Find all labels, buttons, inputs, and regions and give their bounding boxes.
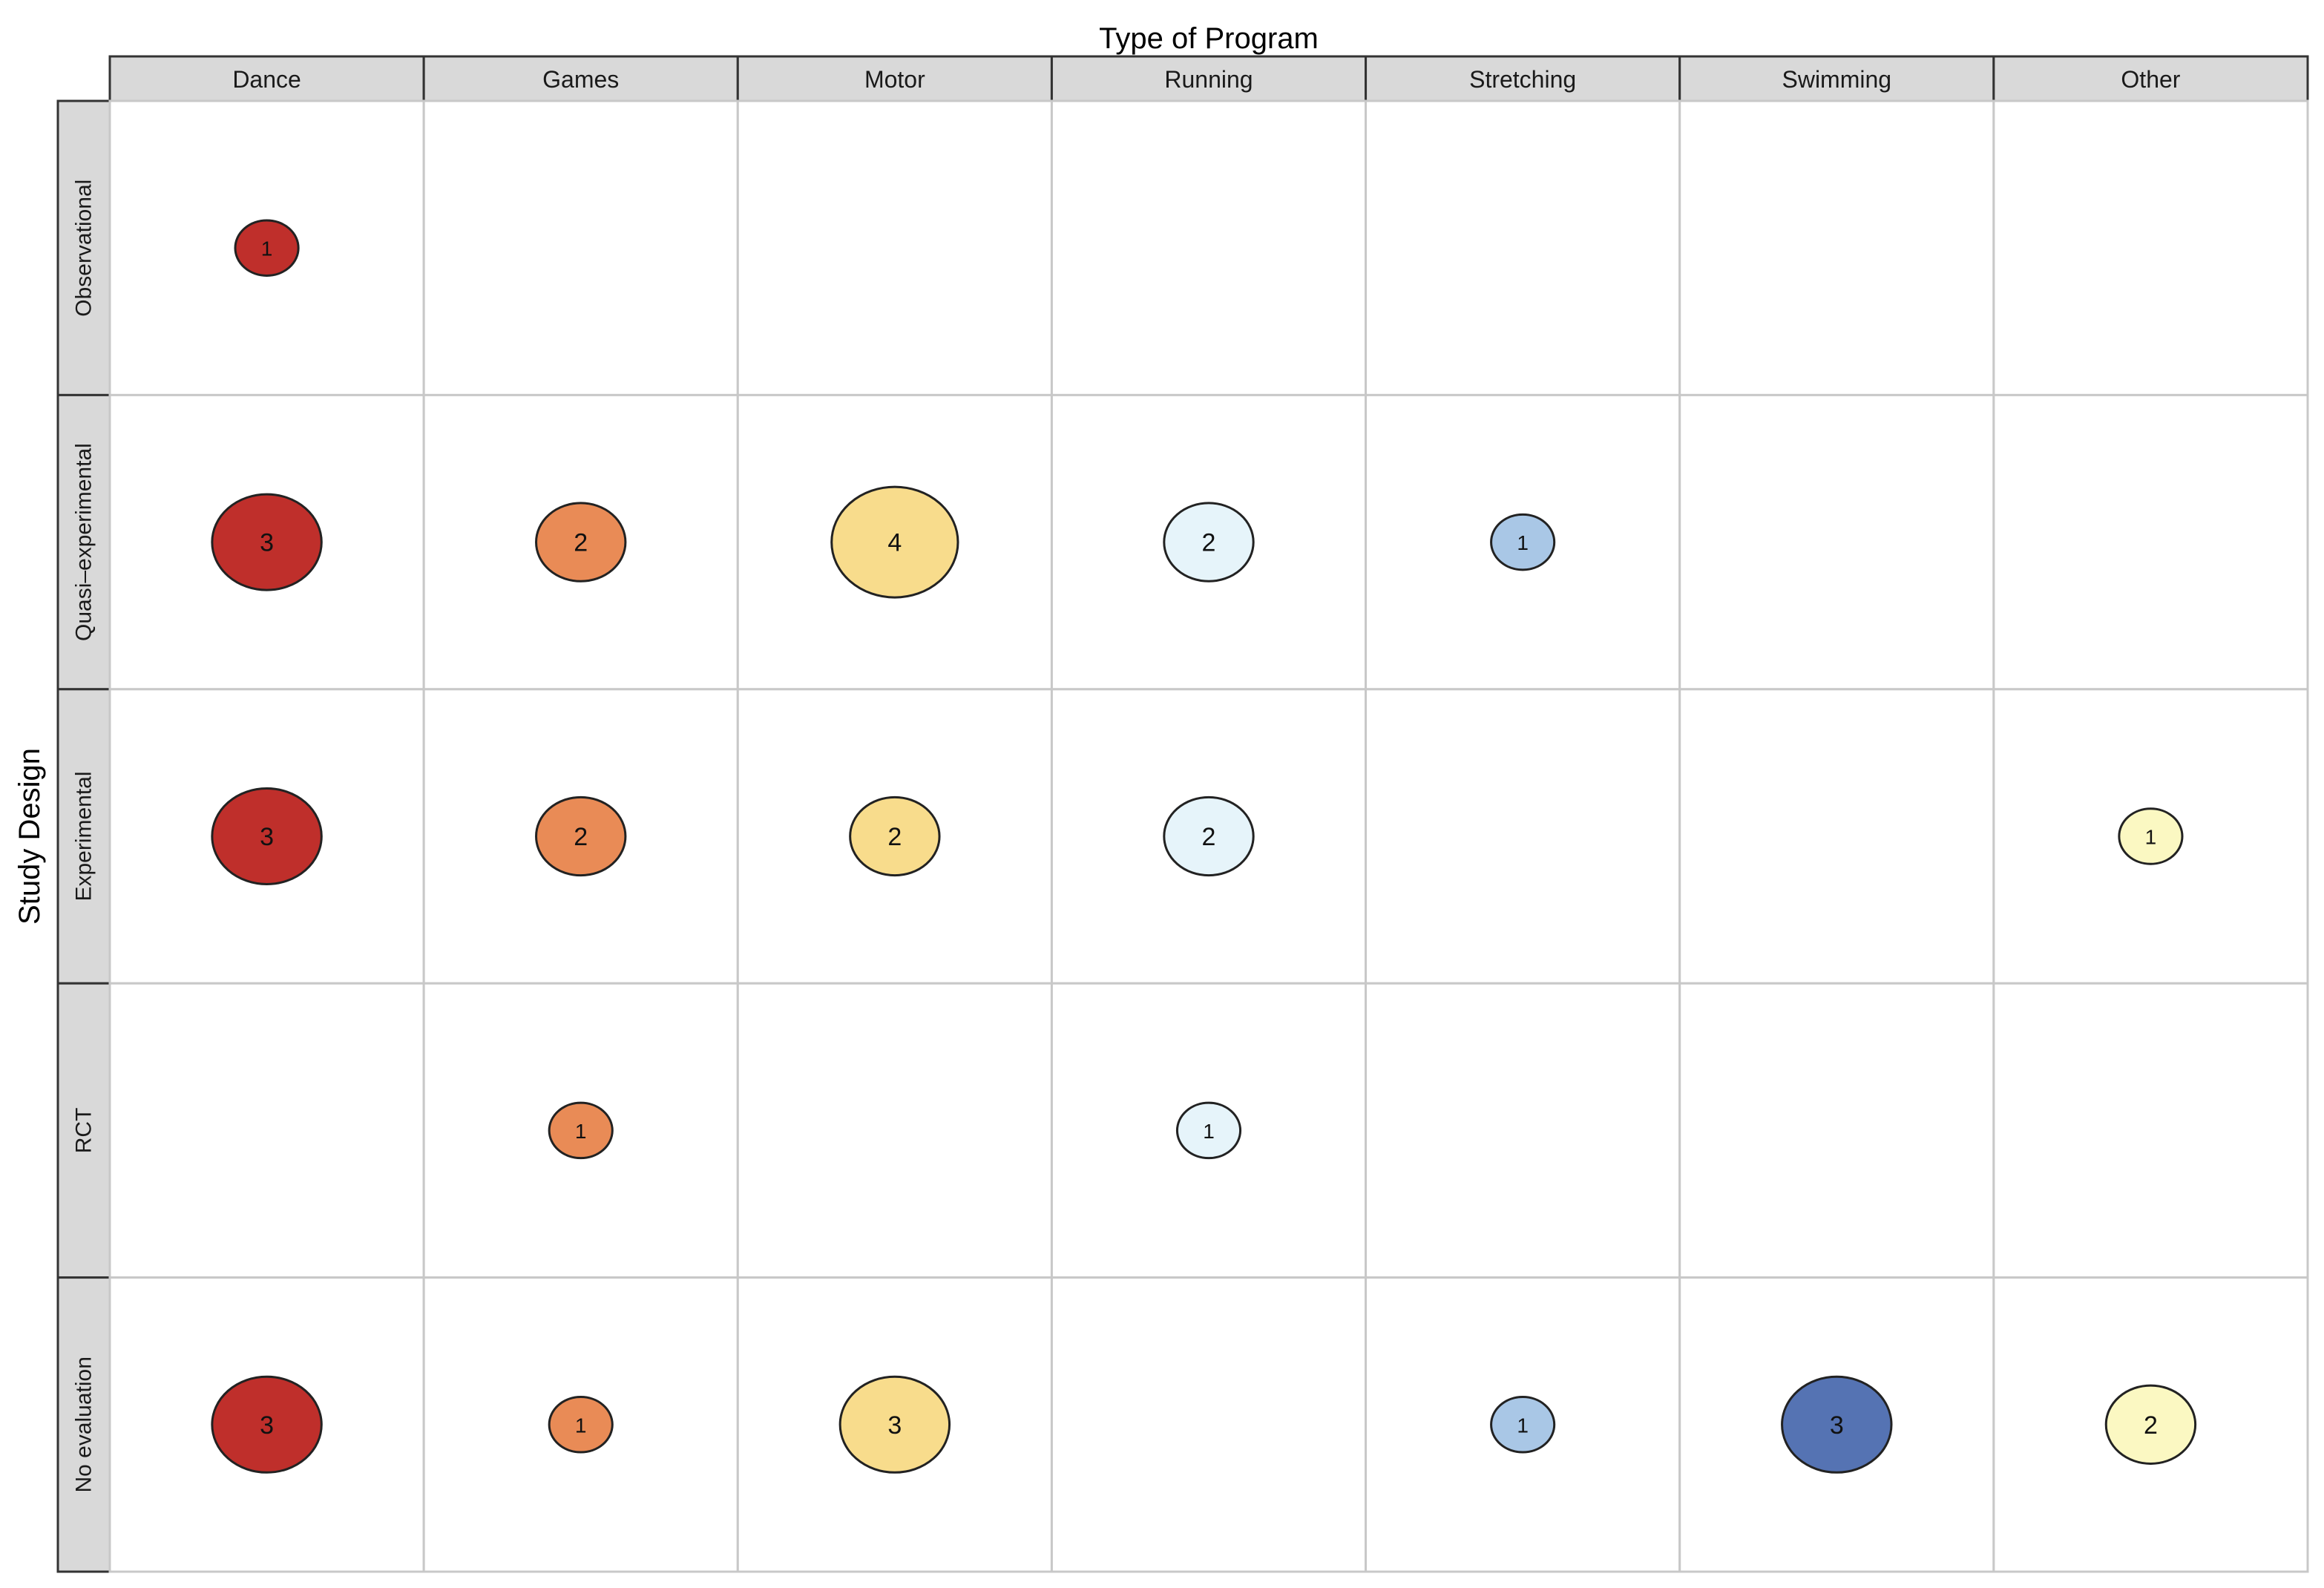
bubble-layer: 1 3 2 4 2 1 3 2 2 2 1 1 1 3 1 3 1 3 2 [211,219,2197,1474]
panel-experimental-stretching [1365,688,1681,985]
column-label-running: Running [1164,66,1253,93]
bubble-no-evaluation-other [2104,1384,2197,1465]
bubble-no-evaluation-swimming [1781,1375,1893,1474]
bubble-experimental-games [535,795,627,877]
panel-observational-swimming [1678,99,1995,396]
column-label-swimming: Swimming [1782,66,1891,93]
panel-rct-dance [108,982,425,1279]
strip-layer: Dance Games Motor Running Stretching Swimming… [56,55,2309,1573]
row-label-experimental: Experimental [72,771,96,901]
column-strip-other [1992,55,2309,102]
bubble-label-rct-running: 1 [1203,1120,1215,1143]
bubble-label-no-evaluation-swimming: 3 [1830,1411,1844,1440]
panel-no-evaluation-running [1050,1276,1368,1573]
bubble-experimental-running [1163,795,1255,877]
bubble-experimental-dance [211,787,323,886]
column-label-dance: Dance [232,66,301,93]
panel-rct-stretching [1365,982,1681,1279]
panel-observational-games [422,99,739,396]
bubble-label-no-evaluation-stretching: 1 [1517,1414,1529,1437]
bubble-label-quasi-experimental-stretching: 1 [1517,531,1529,554]
row-strip-quasi-experimental [56,393,111,691]
panel-rct-swimming [1678,982,1995,1279]
panel-observational-other [1992,99,2309,396]
column-label-other: Other [2121,66,2180,93]
panel-observational-motor [736,99,1053,396]
column-strip-dance [108,55,425,102]
bubble-label-quasi-experimental-running: 2 [1202,529,1216,557]
panel-layer [108,99,2309,1573]
row-label-no-evaluation: No evaluation [72,1356,96,1492]
bubble-label-no-evaluation-games: 1 [575,1414,587,1437]
bubble-label-experimental-motor: 2 [887,823,902,851]
bubble-label-experimental-dance: 3 [260,823,274,851]
bubble-label-quasi-experimental-games: 2 [574,529,588,557]
bubble-rct-running [1175,1101,1242,1160]
bubble-label-experimental-games: 2 [574,823,588,851]
bubble-label-experimental-other: 1 [2145,826,2157,849]
row-label-quasi-experimental: Quasi–experimental [72,443,96,641]
bubble-quasi-experimental-running [1163,502,1255,583]
bubble-quasi-experimental-dance [211,493,323,591]
y-axis-title: Study Design [13,748,46,925]
panel-quasi-experimental-other [1992,393,2309,691]
bubble-observational-dance [234,219,300,277]
bubble-no-evaluation-motor [838,1375,951,1474]
bubble-no-evaluation-dance [211,1375,323,1474]
x-axis-title: Type of Program [1099,22,1319,55]
bubble-label-quasi-experimental-motor: 4 [887,529,902,557]
panel-observational-stretching [1365,99,1681,396]
panel-observational-running [1050,99,1368,396]
bubble-label-no-evaluation-dance: 3 [260,1411,274,1440]
bubble-experimental-motor [849,795,941,877]
panel-rct-other [1992,982,2309,1279]
bubble-quasi-experimental-motor [830,485,959,599]
column-label-stretching: Stretching [1469,66,1576,93]
row-strip-observational [56,99,111,396]
panel-rct-motor [736,982,1053,1279]
panel-experimental-swimming [1678,688,1995,985]
bubble-rct-games [548,1101,614,1160]
bubble-label-experimental-running: 2 [1202,823,1216,851]
row-label-observational: Observational [72,180,96,317]
bubble-label-no-evaluation-motor: 3 [887,1411,902,1440]
panel-quasi-experimental-swimming [1678,393,1995,691]
bubble-quasi-experimental-games [535,502,627,583]
column-label-motor: Motor [864,66,925,93]
bubble-quasi-experimental-stretching [1490,513,1556,571]
column-strip-games [422,55,739,102]
bubble-label-observational-dance: 1 [261,237,273,260]
column-label-games: Games [542,66,619,93]
row-label-rct: RCT [72,1108,96,1154]
bubble-no-evaluation-games [548,1396,614,1454]
bubble-label-rct-games: 1 [575,1120,587,1143]
bubble-experimental-other [2118,807,2184,865]
bubble-label-no-evaluation-other: 2 [2144,1411,2158,1440]
bubble-label-quasi-experimental-dance: 3 [260,529,274,557]
bubble-no-evaluation-stretching [1490,1396,1556,1454]
